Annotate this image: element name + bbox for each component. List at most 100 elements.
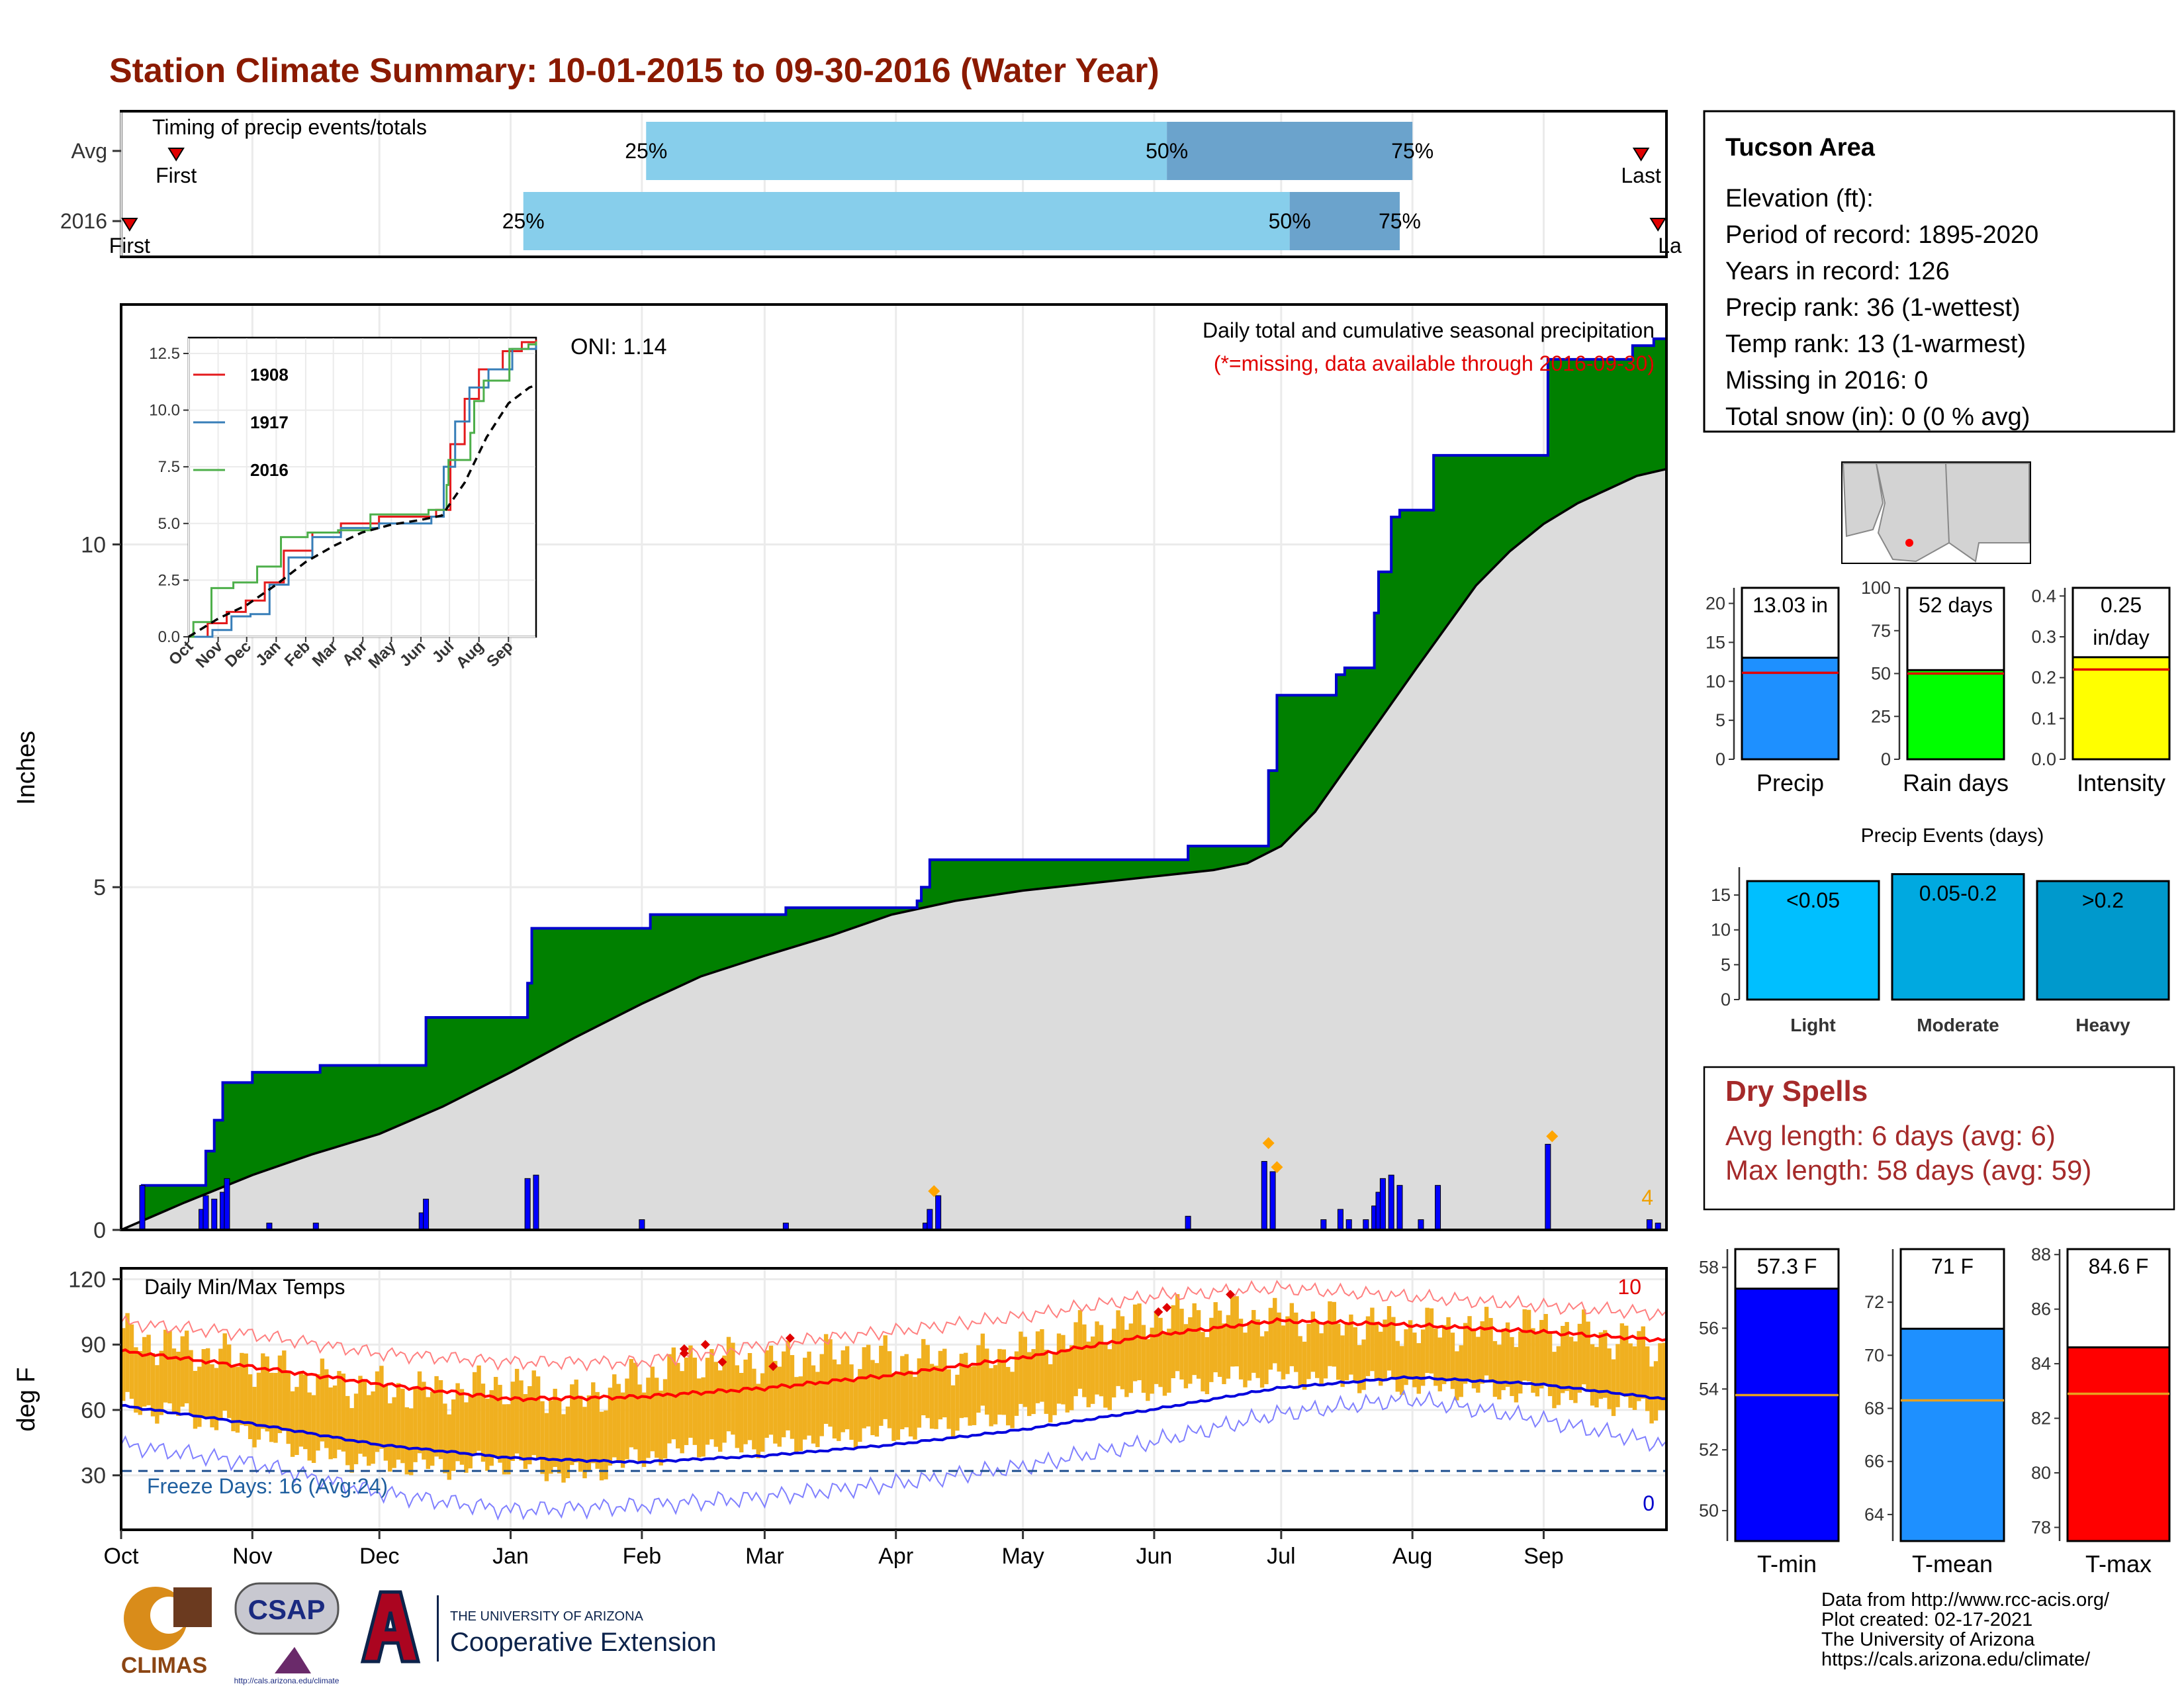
inset-series-average [188,384,537,638]
daily-temp-bar [1243,1333,1248,1387]
daily-temp-bar [121,1328,126,1401]
station-info-box: Tucson Area Elevation (ft): Period of re… [1703,110,2175,433]
daily-temp-bar [269,1372,274,1442]
daily-temp-bar [1141,1325,1146,1393]
daily-temp-bar [849,1364,854,1440]
station-name: Tucson Area [1725,134,1876,162]
daily-temp-bar [1277,1312,1281,1372]
temp-y-tick-label: 90 [81,1333,106,1358]
daily-temp-bar [883,1335,887,1419]
temp-summary-t-max-group: 78 80 82 84 86 88 84.6 F T-max [2031,1244,2171,1577]
daily-temp-bar [451,1399,456,1471]
daily-temp-bar [671,1347,676,1440]
daily-temp-bar [332,1385,338,1458]
temp-summary-t-min-tick-label: 50 [1699,1501,1719,1521]
daily-temp-bar [256,1372,261,1440]
daily-temp-bar [252,1387,257,1448]
daily-temp-bar [1649,1366,1654,1424]
daily-temp-bar [205,1348,210,1417]
month-label-aug: Aug [1392,1544,1433,1569]
daily-temp-bar [1107,1349,1112,1411]
station-line-temp-rank: Temp rank: 13 (1-warmest) [1725,330,2026,358]
precip-panel: 0 5 10 Inches ONI: 1.14 Daily total and cu… [13,303,1668,1243]
daily-temp-bar [735,1365,740,1448]
daily-temp-bar [743,1359,748,1444]
daily-temp-bar [1514,1346,1519,1403]
summary-intensity-tick-label: 0.0 [2031,749,2056,769]
record-temp-marker [1226,1289,1236,1299]
precip-count-label: 4 [1641,1186,1653,1209]
daily-temp-bar [718,1370,723,1452]
daily-temp-bar [1539,1320,1544,1389]
daily-temp-bar [904,1354,909,1428]
daily-temp-bar [1522,1309,1527,1381]
temp-summary-t-min-tick-label: 56 [1699,1318,1719,1338]
daily-temp-bar [823,1334,829,1425]
daily-temp-bar [747,1353,752,1440]
daily-temp-bar [477,1365,481,1451]
daily-temp-bar [815,1372,820,1448]
daily-temp-bar [235,1366,240,1433]
daily-temp-bar [1590,1344,1595,1406]
summary-intensity-value-bar [2071,656,2171,761]
events-range-label-light: <0.05 [1786,888,1840,912]
daily-temp-bar [286,1370,291,1444]
daily-temp-bar [514,1368,520,1454]
daily-temp-bar [1310,1311,1316,1372]
events-name-label-heavy: Heavy [2075,1015,2130,1035]
daily-precip-bar [533,1174,539,1231]
daily-temp-bar [1459,1345,1463,1397]
temp-summary-t-mean-tick-label: 72 [1864,1292,1884,1312]
daily-temp-bar [1205,1336,1210,1395]
daily-temp-bar [629,1358,634,1448]
daily-temp-bar [527,1385,532,1465]
events-tick-label: 5 [1721,955,1731,974]
daily-temp-bar [531,1370,536,1456]
daily-temp-bar [1090,1336,1095,1404]
events-title: Precip Events (days) [1861,825,2044,847]
station-frame [1703,110,2175,433]
daily-temp-bar [506,1404,511,1475]
temp-y-label: deg F [13,1367,40,1431]
daily-temp-bar [1298,1336,1302,1387]
daily-precip-bar [1337,1209,1343,1231]
daily-precip-bar [1320,1219,1327,1231]
daily-temp-bar [1306,1323,1311,1380]
daily-temp-bar [1132,1304,1138,1382]
month-label-dec: Dec [359,1544,399,1569]
precip-marker [928,1185,940,1197]
daily-temp-bar [1222,1323,1226,1384]
daily-temp-bar [1526,1309,1531,1382]
daily-temp-bar [489,1390,494,1466]
daily-temp-bar [1179,1309,1184,1380]
daily-temp-bar [1056,1333,1062,1404]
daily-temp-bar [549,1400,553,1474]
summary-rain-days-value-label: 52 days [1919,593,1993,617]
daily-temp-bar [316,1374,320,1451]
daily-temp-bar [298,1372,304,1447]
events-chart: 0 5 10 15 <0.05 Light 0.05-0.2 Moderate >0.2 Heav… [1711,867,2170,1035]
inset-y-tick-label: 2.5 [158,571,180,589]
daily-temp-bar [138,1350,142,1415]
daily-temp-bar [510,1382,515,1461]
daily-temp-bar [1273,1297,1277,1364]
daily-temp-bar [1573,1341,1578,1403]
temp-summary-t-min-tick-label: 52 [1699,1440,1719,1460]
dry-spells-box: Dry Spells Avg length: 6 days (avg: 6) M… [1703,1066,2175,1211]
summary-precip-tick-label: 10 [1706,671,1725,691]
page-title: Station Climate Summary: 10-01-2015 to 0… [109,52,1160,90]
daily-temp-bar [1383,1319,1387,1379]
daily-temp-bar [1124,1329,1129,1397]
daily-temp-bar [976,1345,981,1413]
daily-temp-bar [1433,1329,1438,1386]
daily-temp-bar [1344,1324,1349,1381]
daily-temp-bar [1349,1314,1353,1375]
temp-summary-t-max-tick-label: 82 [2031,1409,2051,1429]
daily-temp-bar [1027,1352,1032,1417]
daily-temp-bar [1556,1346,1561,1405]
locator-map [1841,461,2031,564]
daily-temp-bar [1162,1333,1167,1396]
precip-y-tick-label: 10 [81,532,106,557]
daily-precip-bar [927,1209,933,1231]
